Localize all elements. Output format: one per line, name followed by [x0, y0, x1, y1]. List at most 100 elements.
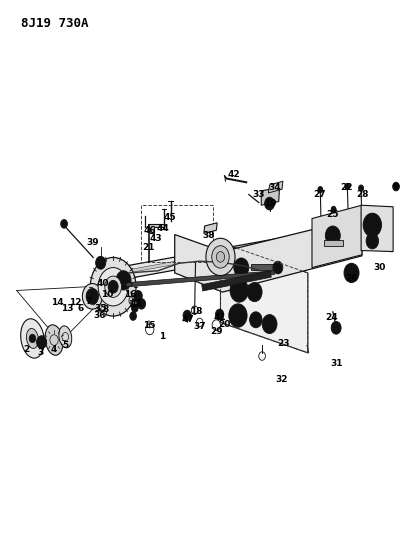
- Text: 41: 41: [213, 313, 226, 321]
- Polygon shape: [202, 271, 271, 291]
- Text: 35: 35: [94, 304, 107, 312]
- Text: 44: 44: [157, 224, 169, 232]
- Text: 38: 38: [203, 231, 215, 240]
- Ellipse shape: [126, 282, 132, 287]
- Text: 24: 24: [326, 313, 338, 321]
- Circle shape: [229, 304, 247, 327]
- Ellipse shape: [98, 268, 128, 306]
- Circle shape: [61, 220, 67, 228]
- Text: 31: 31: [330, 359, 342, 368]
- Text: 11: 11: [130, 300, 143, 308]
- Circle shape: [215, 309, 224, 320]
- Text: 29: 29: [210, 327, 223, 336]
- Circle shape: [366, 233, 379, 249]
- Circle shape: [234, 258, 249, 277]
- Polygon shape: [220, 243, 308, 353]
- Circle shape: [325, 226, 340, 245]
- Circle shape: [318, 187, 323, 193]
- Circle shape: [183, 310, 191, 321]
- Circle shape: [262, 314, 277, 334]
- Text: 10: 10: [101, 290, 114, 298]
- Circle shape: [230, 279, 248, 302]
- Circle shape: [393, 182, 399, 191]
- Circle shape: [37, 336, 47, 349]
- Circle shape: [96, 256, 106, 269]
- Text: 5: 5: [62, 341, 69, 350]
- Polygon shape: [148, 224, 164, 233]
- Ellipse shape: [90, 257, 136, 316]
- Circle shape: [134, 290, 142, 301]
- Text: 12: 12: [69, 298, 82, 307]
- Circle shape: [130, 312, 136, 320]
- Circle shape: [363, 213, 381, 237]
- Polygon shape: [204, 223, 217, 233]
- Polygon shape: [261, 188, 280, 205]
- Circle shape: [116, 271, 131, 290]
- Text: 32: 32: [276, 375, 288, 384]
- Bar: [251, 264, 274, 270]
- Ellipse shape: [212, 246, 229, 268]
- Text: 34: 34: [268, 183, 281, 192]
- Bar: [324, 240, 343, 246]
- Circle shape: [345, 183, 350, 190]
- Text: 28: 28: [357, 190, 369, 199]
- Polygon shape: [312, 205, 362, 268]
- Circle shape: [131, 304, 138, 312]
- Text: 43: 43: [150, 235, 162, 243]
- Circle shape: [331, 321, 341, 334]
- Text: 40: 40: [97, 279, 109, 288]
- Polygon shape: [129, 271, 275, 287]
- Text: 30: 30: [373, 263, 386, 272]
- Text: 39: 39: [86, 238, 99, 247]
- Text: 46: 46: [144, 226, 156, 235]
- Text: 42: 42: [228, 171, 240, 179]
- Circle shape: [359, 185, 364, 191]
- Ellipse shape: [45, 325, 63, 356]
- Text: 2: 2: [23, 345, 30, 353]
- Text: 8J19 730A: 8J19 730A: [21, 17, 88, 30]
- Text: 25: 25: [327, 210, 339, 219]
- Ellipse shape: [216, 252, 225, 262]
- Text: 45: 45: [163, 213, 176, 222]
- Ellipse shape: [27, 328, 38, 349]
- Text: 14: 14: [51, 298, 63, 307]
- Polygon shape: [123, 227, 364, 274]
- Text: 18: 18: [190, 308, 203, 316]
- Text: 9: 9: [393, 183, 399, 192]
- Circle shape: [29, 334, 36, 343]
- Text: 8: 8: [102, 305, 109, 313]
- Text: 27: 27: [313, 190, 326, 199]
- Ellipse shape: [82, 284, 102, 309]
- Text: 1: 1: [159, 333, 166, 341]
- Text: 36: 36: [94, 311, 106, 320]
- Ellipse shape: [105, 276, 121, 297]
- Circle shape: [265, 197, 275, 210]
- Text: 22: 22: [340, 183, 352, 192]
- Polygon shape: [175, 217, 362, 292]
- Ellipse shape: [206, 238, 235, 276]
- Text: 37: 37: [193, 322, 206, 330]
- Text: 6: 6: [78, 304, 84, 312]
- Text: 17: 17: [128, 301, 140, 309]
- Bar: [141, 205, 213, 262]
- Text: 21: 21: [143, 244, 155, 252]
- Circle shape: [331, 206, 336, 213]
- Text: 15: 15: [144, 321, 156, 329]
- Circle shape: [86, 288, 99, 304]
- Text: 47: 47: [182, 316, 194, 324]
- Ellipse shape: [59, 326, 72, 348]
- Text: 13: 13: [61, 304, 74, 312]
- Text: 3: 3: [37, 349, 44, 357]
- Text: 33: 33: [253, 190, 265, 199]
- Circle shape: [250, 312, 262, 328]
- Ellipse shape: [21, 319, 44, 358]
- Circle shape: [108, 280, 118, 293]
- Circle shape: [137, 298, 146, 309]
- Text: 7: 7: [85, 297, 92, 305]
- Text: 16: 16: [124, 290, 136, 298]
- Text: 19: 19: [264, 199, 277, 208]
- Circle shape: [344, 263, 359, 282]
- Circle shape: [247, 282, 262, 302]
- Polygon shape: [123, 223, 365, 279]
- Polygon shape: [268, 181, 283, 193]
